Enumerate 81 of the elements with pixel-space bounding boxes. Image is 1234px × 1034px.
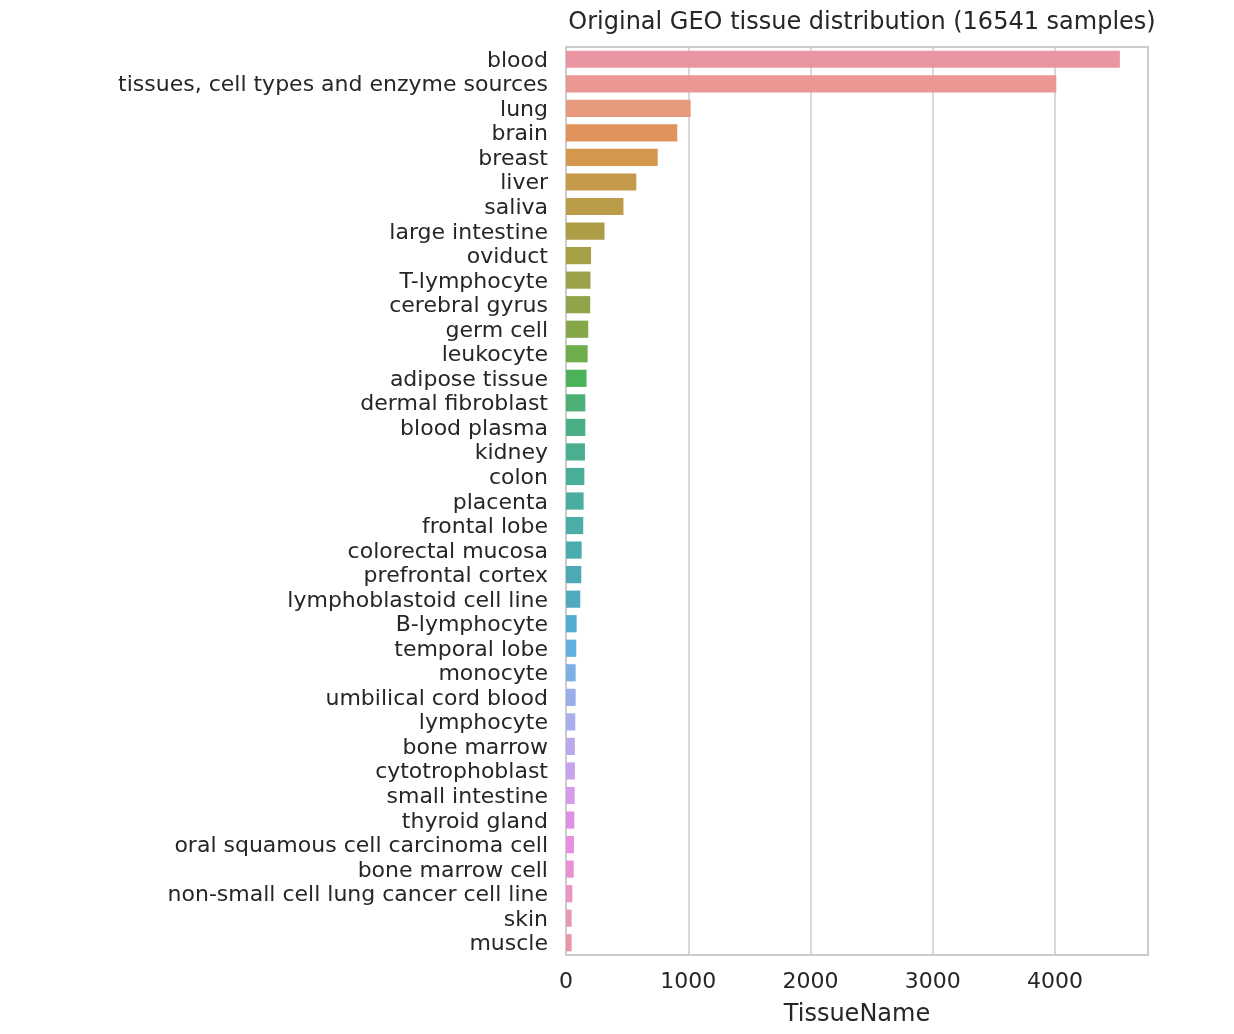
bar	[566, 713, 576, 731]
bar	[566, 492, 584, 510]
bar	[566, 271, 591, 289]
y-tick-label: cytotrophoblast	[375, 758, 549, 784]
bar	[566, 590, 581, 608]
y-tick-label: colon	[488, 463, 548, 489]
bar	[566, 909, 572, 927]
bar	[566, 173, 637, 191]
bar	[566, 516, 584, 535]
y-tick-label: oviduct	[466, 243, 549, 269]
y-tick-label: blood plasma	[400, 414, 548, 440]
x-axis-title: TissueName	[782, 999, 931, 1027]
y-tick-label: colorectal mucosa	[347, 537, 548, 563]
bar	[566, 835, 574, 854]
y-tick-label: B-lymphocyte	[395, 611, 548, 637]
y-tick-label: monocyte	[438, 660, 548, 686]
y-tick-label: T-lymphocyte	[398, 267, 548, 293]
y-tick-label: lymphocyte	[418, 709, 548, 735]
y-tick-label: bone marrow cell	[357, 856, 548, 882]
y-tick-label: non-small cell lung cancer cell line	[167, 881, 548, 907]
bar	[566, 467, 585, 486]
y-tick-label: large intestine	[389, 218, 548, 244]
chart-title: Original GEO tissue distribution (16541 samples)	[568, 7, 1156, 35]
bar	[566, 688, 576, 706]
bar	[566, 222, 605, 240]
bar	[566, 247, 592, 265]
y-tick-label: adipose tissue	[389, 365, 548, 391]
bar	[566, 296, 591, 314]
bar	[566, 99, 691, 117]
bar	[566, 934, 572, 952]
bar	[566, 664, 576, 682]
y-tick-label: brain	[491, 120, 548, 146]
bar	[566, 615, 577, 633]
bar	[566, 75, 1057, 93]
bar	[566, 443, 585, 461]
bar	[566, 394, 586, 412]
bar	[566, 541, 582, 559]
bar	[566, 320, 589, 338]
y-tick-label: muscle	[469, 930, 548, 956]
y-tick-label: frontal lobe	[422, 513, 548, 539]
bar	[566, 566, 582, 584]
y-tick-label: tissues, cell types and enzyme sources	[118, 71, 548, 97]
bar	[566, 50, 1120, 68]
y-tick-label: bone marrow	[402, 733, 548, 759]
y-tick-label: small intestine	[386, 782, 548, 808]
x-tick-label: 1000	[660, 967, 717, 993]
bar	[566, 811, 575, 829]
y-tick-label: blood	[487, 46, 548, 72]
y-tick-label: germ cell	[445, 316, 548, 342]
y-tick-label: temporal lobe	[394, 635, 548, 661]
y-tick-label: skin	[503, 905, 548, 931]
y-tick-label: umbilical cord blood	[325, 684, 548, 710]
bar	[566, 639, 577, 657]
y-tick-label: kidney	[474, 439, 548, 465]
y-tick-label: oral squamous cell carcinoma cell	[174, 832, 548, 858]
bar	[566, 737, 575, 755]
y-tick-label: placenta	[452, 488, 548, 514]
bar	[566, 345, 588, 363]
y-tick-label: breast	[478, 144, 549, 170]
y-tick-label: prefrontal cortex	[363, 562, 548, 588]
y-tick-label: lung	[500, 95, 548, 121]
bar	[566, 197, 624, 216]
bar	[566, 124, 678, 142]
bar	[566, 786, 575, 805]
y-tick-label: saliva	[484, 194, 548, 220]
bar	[566, 762, 575, 780]
y-tick-label: dermal fibroblast	[360, 390, 549, 416]
y-tick-label: thyroid gland	[401, 807, 548, 833]
x-tick-label: 3000	[904, 967, 961, 993]
x-tick-label: 4000	[1027, 967, 1084, 993]
bar	[566, 418, 586, 436]
bar	[566, 860, 574, 878]
y-tick-label: cerebral gyrus	[389, 292, 548, 318]
bar	[566, 148, 658, 167]
x-tick-label: 2000	[782, 967, 839, 993]
bar	[566, 369, 587, 387]
y-tick-label: leukocyte	[441, 341, 548, 367]
bar	[566, 885, 573, 903]
y-tick-label: liver	[500, 169, 549, 195]
y-tick-label: lymphoblastoid cell line	[287, 586, 548, 612]
x-tick-label: 0	[559, 967, 573, 993]
